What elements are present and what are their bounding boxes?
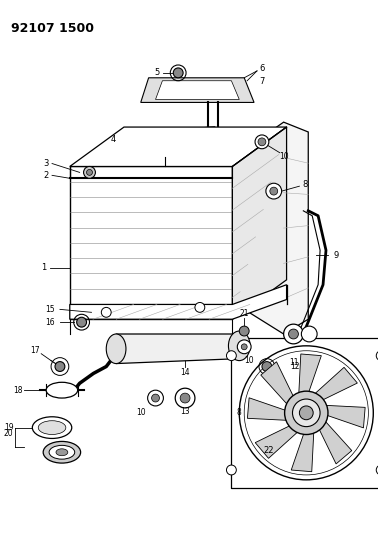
Circle shape [266,183,282,199]
Circle shape [195,302,205,312]
Text: 11: 11 [289,358,298,367]
Polygon shape [244,122,308,334]
Circle shape [288,329,298,339]
Polygon shape [314,367,357,400]
Ellipse shape [46,382,78,398]
Circle shape [86,169,93,175]
Text: 9: 9 [333,251,338,260]
Polygon shape [325,405,365,428]
Circle shape [180,393,190,403]
Circle shape [241,344,247,350]
Text: 14: 14 [180,368,190,377]
Circle shape [226,465,236,475]
Text: 17: 17 [30,346,40,356]
Text: 3: 3 [43,159,49,168]
Polygon shape [70,285,287,319]
Polygon shape [121,127,254,157]
Circle shape [226,351,236,361]
Text: 16: 16 [45,318,55,327]
Circle shape [83,166,95,179]
Polygon shape [319,421,352,464]
Circle shape [152,394,160,402]
Circle shape [283,324,303,344]
Text: 13: 13 [180,407,190,416]
Text: 8: 8 [303,180,308,189]
Bar [231,338,381,488]
Circle shape [376,351,381,361]
Ellipse shape [229,331,250,361]
Text: 1: 1 [42,263,47,272]
Polygon shape [299,354,321,394]
Bar [70,166,232,319]
Text: 4: 4 [110,135,116,144]
Circle shape [175,388,195,408]
Text: 8: 8 [237,408,242,417]
Ellipse shape [32,417,72,439]
Text: 6: 6 [259,64,265,74]
Text: 22: 22 [264,446,274,455]
Circle shape [101,308,111,317]
Ellipse shape [56,449,68,456]
Circle shape [376,465,381,475]
Text: 18: 18 [13,386,22,394]
Circle shape [301,326,317,342]
Polygon shape [116,334,239,364]
Ellipse shape [106,334,126,364]
Text: 20: 20 [4,429,13,438]
Circle shape [237,340,251,354]
Ellipse shape [49,446,75,459]
Text: 21: 21 [239,309,249,318]
Polygon shape [291,431,314,472]
Text: 15: 15 [45,305,55,314]
Text: 5: 5 [155,68,160,77]
Text: 7: 7 [259,77,265,86]
Circle shape [285,391,328,434]
Circle shape [239,346,373,480]
Text: 19: 19 [4,423,13,432]
Polygon shape [141,78,254,102]
Polygon shape [261,362,294,405]
Circle shape [147,390,163,406]
Circle shape [293,399,320,426]
Ellipse shape [43,441,81,463]
Ellipse shape [38,421,66,434]
Circle shape [77,317,86,327]
Polygon shape [255,425,299,458]
Text: 10: 10 [279,152,288,161]
Polygon shape [155,80,239,100]
Circle shape [299,406,313,419]
Text: 10: 10 [244,356,254,365]
Polygon shape [232,127,287,319]
Polygon shape [70,127,287,166]
Circle shape [255,135,269,149]
Circle shape [262,361,272,372]
Text: 10: 10 [136,408,146,417]
Text: 92107 1500: 92107 1500 [11,22,94,35]
Circle shape [55,361,65,372]
Polygon shape [247,398,288,421]
Circle shape [173,68,183,78]
Circle shape [258,138,266,146]
Circle shape [239,326,249,336]
Circle shape [270,187,278,195]
Text: 2: 2 [43,171,49,180]
Text: 12: 12 [291,362,300,371]
